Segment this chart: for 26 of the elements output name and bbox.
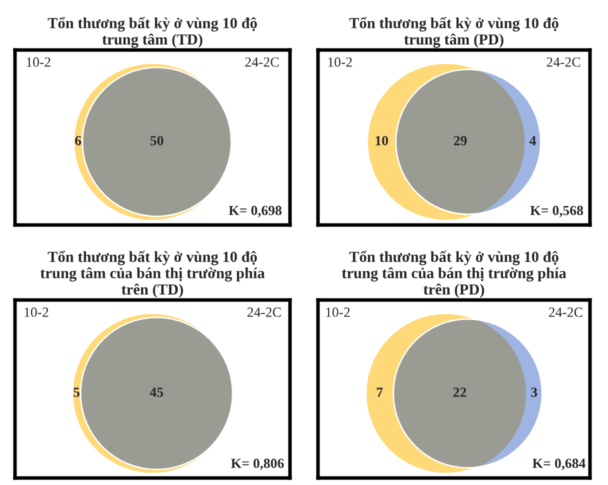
category-label: 10-2 <box>26 57 50 67</box>
text: Tổn thương bất kỳ ở vùng 10 độ trung tâm (TD) <box>48 17 257 48</box>
data-label: 7 <box>376 388 383 397</box>
text: Tổn thương bất kỳ ở vùng 10 độ trung tâm của bán thị trường phía trên (TD) <box>40 250 265 298</box>
text: K= 0,568 <box>530 206 584 218</box>
data-label: 29 <box>454 136 467 146</box>
category-label: 24-2C <box>247 308 281 317</box>
category-label: 24-2C <box>548 308 582 317</box>
category-label: 10-2 <box>24 308 48 317</box>
text: Tổn thương bất kỳ ở vùng 10 độ trung tâm (PD) <box>349 17 558 48</box>
data-label: 22 <box>453 388 466 397</box>
data-label: 5 <box>74 388 80 397</box>
data-label: 50 <box>150 136 164 146</box>
text: K= 0,806 <box>231 458 284 470</box>
data-label: 10 <box>376 136 388 146</box>
category-label: 24-2C <box>245 57 279 67</box>
data-label: 6 <box>75 136 82 146</box>
data-label: 3 <box>531 388 538 397</box>
category-label: 10-2 <box>328 57 352 67</box>
text: K= 0,684 <box>532 458 586 470</box>
category-label: 24-2C <box>546 57 580 67</box>
category-label: 10-2 <box>326 308 350 317</box>
text: K= 0,698 <box>228 206 282 218</box>
data-label: 45 <box>150 388 164 397</box>
data-label: 4 <box>529 136 536 146</box>
text: Tổn thương bất kỳ ở vùng 10 độ trung tâm của bán thị trường phía trên (PD) <box>342 250 566 298</box>
